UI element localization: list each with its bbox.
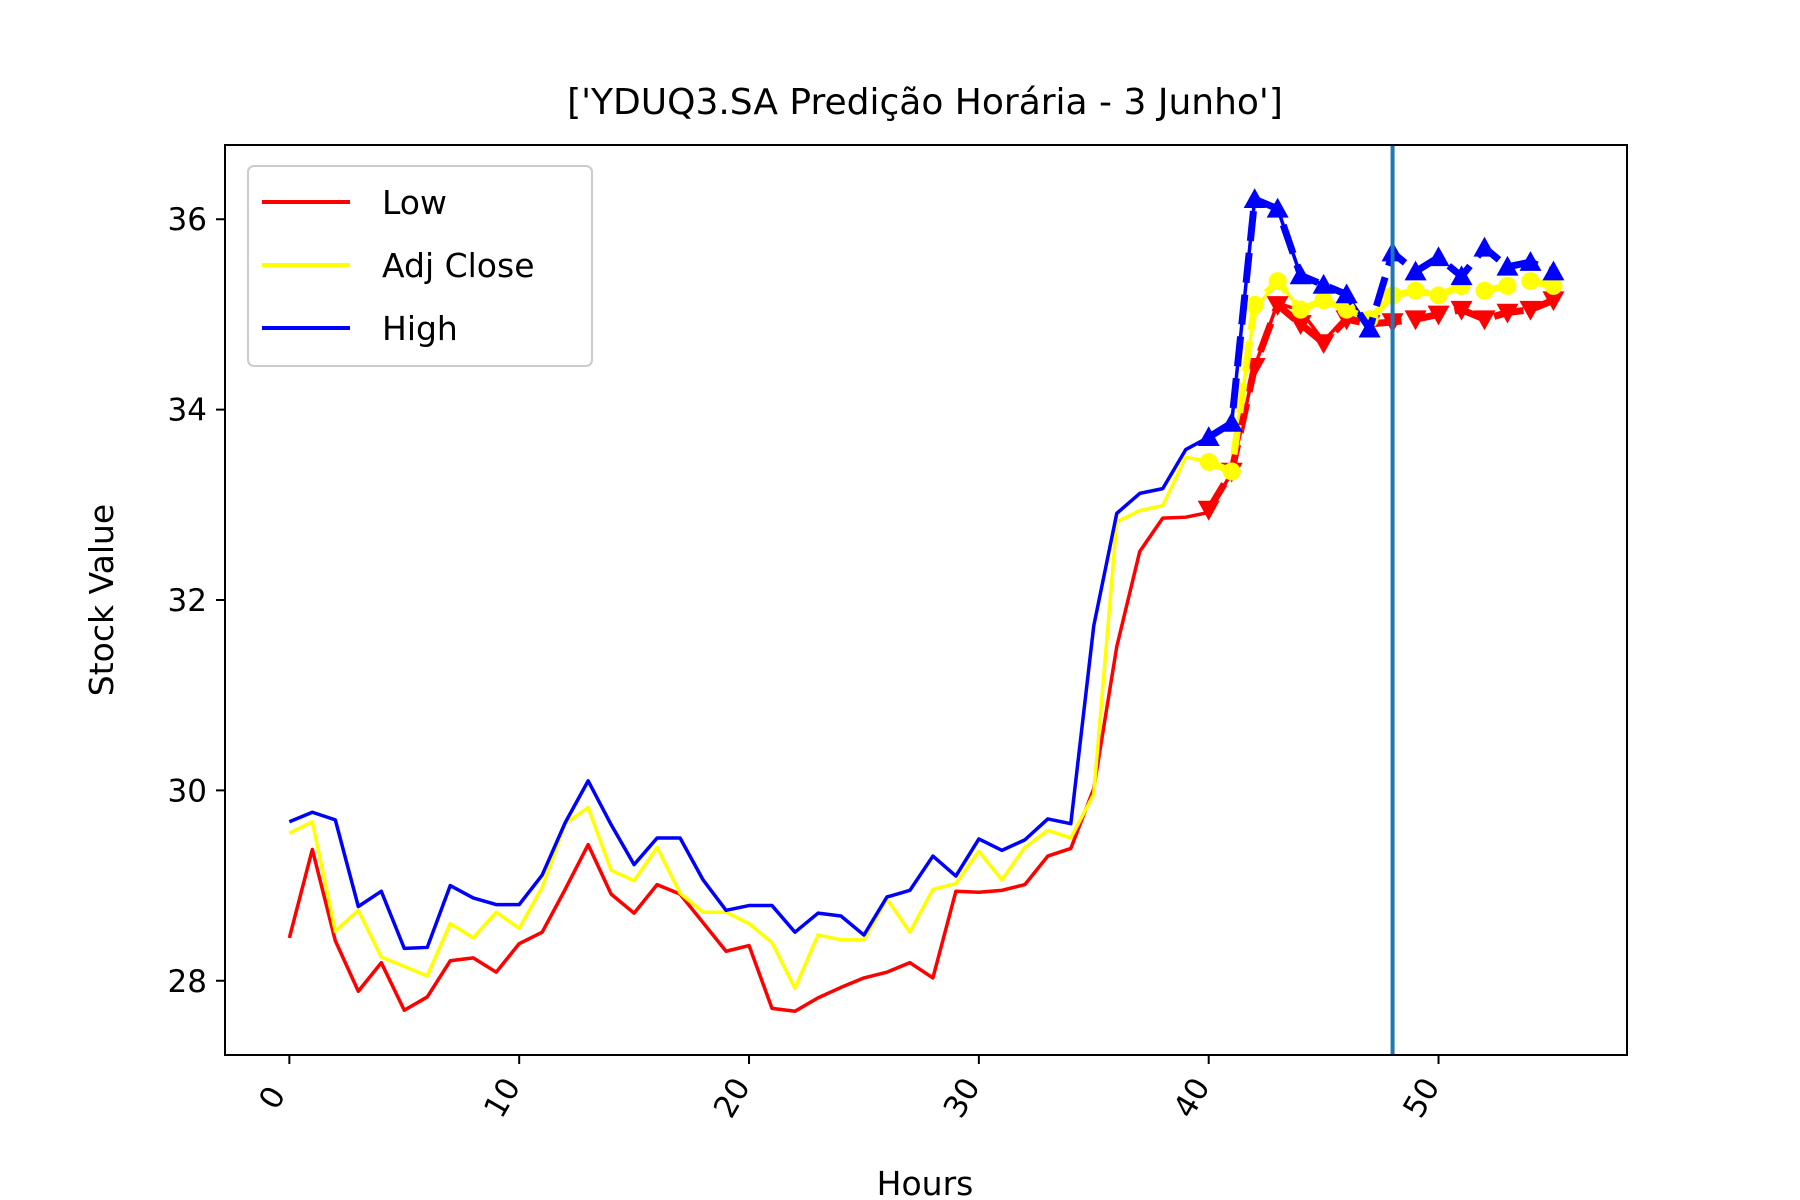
legend-label-high: High [382, 309, 458, 348]
prediction-point-low [1404, 310, 1427, 331]
prediction-point-high [1404, 260, 1427, 281]
prediction-point-adj-close [1199, 452, 1218, 471]
prediction-point-adj-close [1429, 286, 1448, 305]
prediction-point-high [1450, 265, 1473, 286]
legend-label-low: Low [382, 183, 447, 222]
prediction-point-adj-close [1222, 462, 1241, 481]
series-line-high [288, 197, 1372, 951]
prediction-point-low [1312, 334, 1335, 354]
prediction-point-high [1542, 260, 1565, 281]
chart-title: ['YDUQ3.SA Predição Horária - 3 Junho'] [567, 82, 1283, 123]
prediction-point-high [1266, 197, 1289, 218]
prediction-point-adj-close [1406, 281, 1425, 300]
prediction-point-adj-close [1245, 295, 1264, 314]
y-tick-label-36: 36 [168, 202, 207, 238]
prediction-point-high [1427, 246, 1450, 267]
prediction-point-high [1289, 264, 1312, 285]
prediction-point-high [1335, 283, 1358, 304]
prediction-point-high [1358, 317, 1381, 338]
prediction-point-low [1542, 291, 1565, 312]
prediction-point-high [1197, 426, 1220, 447]
x-axis-label: Hours [877, 1164, 974, 1200]
prediction-point-adj-close [1521, 272, 1540, 291]
prediction-line-low [1205, 296, 1555, 512]
prediction-point-high [1220, 411, 1243, 432]
series-line-adj-close [288, 279, 1371, 991]
y-tick-label-32: 32 [168, 583, 207, 619]
plot-frame [224, 144, 1628, 1056]
prediction-line-adj-close [1207, 277, 1555, 475]
prediction-point-low [1519, 300, 1542, 321]
prediction-point-adj-close [1314, 291, 1333, 310]
series-group [287, 188, 1565, 1013]
prediction-point-low [1450, 300, 1473, 321]
prediction-point-adj-close [1291, 300, 1310, 319]
y-tick-label-30: 30 [168, 773, 207, 809]
prediction-point-low [1496, 303, 1519, 324]
prediction-point-high [1243, 188, 1266, 209]
prediction-point-adj-close [1268, 272, 1287, 291]
prediction-point-adj-close [1475, 281, 1494, 300]
prediction-point-low [1289, 315, 1312, 335]
prediction-point-adj-close [1337, 300, 1356, 319]
legend: Low Adj Close High [247, 165, 593, 367]
prediction-point-low [1197, 500, 1220, 521]
prediction-point-adj-close [1544, 276, 1563, 295]
prediction-point-high [1519, 251, 1542, 271]
prediction-point-high [1312, 273, 1335, 294]
y-tick-label-34: 34 [168, 393, 207, 429]
prediction-point-low [1427, 305, 1450, 326]
prediction-point-low [1473, 310, 1496, 331]
legend-box [247, 165, 593, 367]
prediction-point-high [1473, 236, 1496, 257]
series-line-low [287, 301, 1371, 1013]
prediction-point-high [1496, 255, 1519, 276]
prediction-line-high [1206, 195, 1555, 441]
prediction-point-adj-close [1498, 276, 1517, 295]
legend-label-adj-close: Adj Close [382, 246, 535, 285]
prediction-point-low [1266, 296, 1289, 316]
y-tick-label-28: 28 [168, 964, 207, 1000]
y-axis-label: Stock Value [82, 504, 121, 696]
